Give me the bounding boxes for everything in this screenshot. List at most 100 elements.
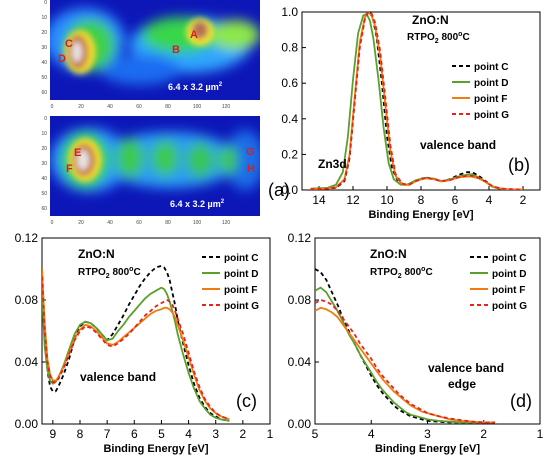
series-line-point-D [42,286,230,422]
x-tick-label: 12 [346,193,360,207]
series-line-point-C [42,265,230,422]
map-bottom-ticks: 0 20 40 60 80 100 120 0 10 20 30 40 50 60 [41,116,230,226]
series-line-point-C [315,268,495,424]
map-y-tick-label: 40 [41,176,47,182]
chart-title: ZnO:N [370,247,407,261]
map-point-label-b: B [172,44,180,56]
legend-label: point F [474,94,507,105]
subtitle-superscript: o [458,31,462,38]
chart-title: ZnO:N [412,13,449,27]
y-tick-label: 0.8 [281,41,298,55]
x-tick-label: 4 [368,427,375,441]
map-top-scale-label: 6.4 x 3.2 µm2 [168,82,223,92]
x-tick-label: 8 [418,193,425,207]
x-tick-label: 4 [486,193,493,207]
legend-label: point C [492,253,526,264]
y-tick-label: 0.0 [281,183,298,197]
x-tick-label: 3 [212,427,219,441]
x-tick-label: 6 [131,427,138,441]
legend-label: point D [224,269,258,280]
x-axis-label: Binding Energy [eV] [375,443,480,455]
annotation: Zn3d [318,157,347,171]
legend-label: point C [224,253,258,264]
x-axis-label: Binding Energy [eV] [103,443,208,455]
subtitle-part: 800 [402,267,422,278]
map-x-tick-label: 120 [222,220,231,226]
x-tick-label: 1 [267,427,274,441]
y-tick-label: 0.12 [288,231,312,245]
x-tick-label: 4 [185,427,192,441]
y-tick-label: 0.4 [281,112,298,126]
y-tick-label: 0.08 [15,293,39,307]
map-y-tick-label: 30 [41,161,47,167]
x-tick-label: 8 [77,427,84,441]
map-x-tick-label: 0 [51,104,54,110]
map-x-tick-label: 20 [78,220,84,226]
x-tick-label: 7 [104,427,111,441]
series-line-point-G [315,299,495,424]
map-y-tick-label: 30 [41,45,47,51]
x-tick-label: 10 [380,193,394,207]
subtitle-superscript: o [421,266,425,273]
x-tick-label: 14 [312,193,326,207]
map-point-label-e: E [74,147,81,159]
chart-subtitle: RTPO2 800oC [78,266,141,280]
chart-c: 9 8 7 6 5 4 3 2 1 0.00 0.04 0.08 0.12 Binding Energy … [15,231,274,455]
series-line-point-D [315,286,495,424]
annotation: valence band [420,138,496,152]
chart-b: 14 12 10 8 6 4 2 0.0 0.2 0.4 0.6 0.8 1.0 Binding Ener… [281,5,541,221]
chart-subtitle: RTPO2 800oC [407,31,470,45]
x-tick-label: 2 [520,193,527,207]
map-point-label-h: H [247,163,255,175]
x-tick-label: 1 [537,427,544,441]
subtitle-part: 800 [439,32,459,43]
map-x-tick-label: 60 [136,220,142,226]
map-y-tick-label: 10 [41,15,47,21]
map-point-label-a: A [190,29,198,41]
subtitle-subscript: 2 [435,38,439,45]
map-x-tick-label: 100 [193,220,202,226]
legend-label: point G [474,110,509,121]
map-point-label-d: D [58,53,66,65]
x-tick-label: 9 [50,427,57,441]
series-line-point-G [310,12,524,190]
map-y-tick-label: 10 [41,131,47,137]
y-tick-label: 0.00 [15,417,39,431]
y-tick-label: 0.12 [15,231,39,245]
y-tick-label: 0.04 [15,355,39,369]
y-tick-label: 0.00 [288,417,312,431]
map-y-tick-label: 0 [44,116,47,122]
legend-label: point G [224,301,259,312]
map-y-tick-label: 50 [41,75,47,81]
legend-label: point F [224,285,257,296]
map-x-tick-label: 20 [78,104,84,110]
panel-label-c: (c) [236,391,257,411]
subtitle-part: RTPO [407,32,435,43]
chart-d: 5 4 3 2 1 0.00 0.04 0.08 0.12 Binding Energy [eV]… [288,231,544,455]
map-y-tick-label: 20 [41,30,47,36]
x-tick-label: 2 [240,427,247,441]
map-point-label-g: G [246,146,255,158]
legend-label: point G [492,301,527,312]
x-tick-label: 5 [312,427,319,441]
subtitle-superscript: o [129,266,133,273]
map-bottom-scale-label: 6.4 x 3.2 µm2 [170,199,225,209]
subtitle-part: C [133,267,140,278]
y-tick-label: 0.08 [288,293,312,307]
subtitle-part: 800 [110,267,130,278]
series-line-point-G [42,276,230,421]
subtitle-subscript: 2 [106,273,110,280]
map-x-tick-label: 120 [222,104,231,110]
map-top: 6.4 x 3.2 µm2 C D A B 0 20 40 60 80 100 120 0 10… [41,0,260,110]
y-tick-label: 0.2 [281,147,298,161]
map-x-tick-label: 0 [51,220,54,226]
map-point-label-c: C [65,38,73,50]
map-y-tick-label: 50 [41,191,47,197]
chart-subtitle: RTPO2 800oC [370,266,433,280]
x-tick-label: 3 [424,427,431,441]
y-tick-label: 0.04 [288,355,312,369]
map-x-tick-label: 40 [107,104,113,110]
x-tick-label: 6 [452,193,459,207]
panel-label-a: (a) [268,180,290,200]
